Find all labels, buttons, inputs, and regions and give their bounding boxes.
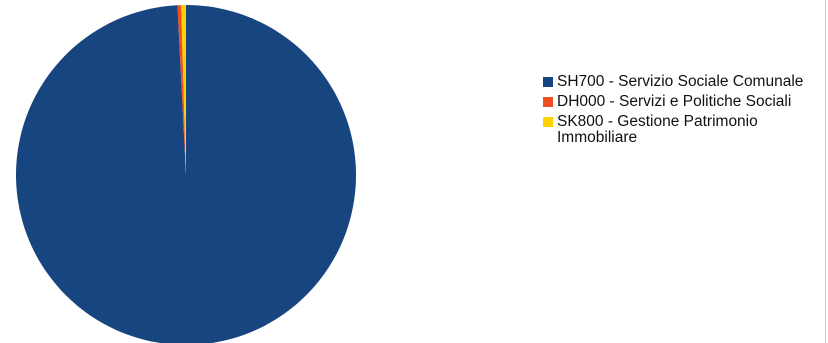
legend-swatch (543, 77, 553, 87)
pie-slice-1 (177, 5, 186, 176)
legend-label: SK800 - Gestione Patrimonio Immobiliare (557, 113, 758, 146)
pie-slice-2 (181, 5, 186, 175)
legend-swatch (543, 97, 553, 107)
legend-swatch (543, 117, 553, 127)
legend-label: SH700 - Servizio Sociale Comunale (557, 73, 804, 90)
pie-slice-0 (16, 5, 356, 343)
legend-label: DH000 - Servizi e Politiche Sociali (557, 93, 792, 110)
pie-chart (16, 5, 356, 343)
legend: SH700 - Servizio Sociale Comunale DH000 … (543, 74, 813, 150)
legend-item-dh000: DH000 - Servizi e Politiche Sociali (543, 94, 813, 110)
legend-item-sh700: SH700 - Servizio Sociale Comunale (543, 74, 813, 90)
legend-item-sk800: SK800 - Gestione Patrimonio Immobiliare (543, 114, 813, 146)
